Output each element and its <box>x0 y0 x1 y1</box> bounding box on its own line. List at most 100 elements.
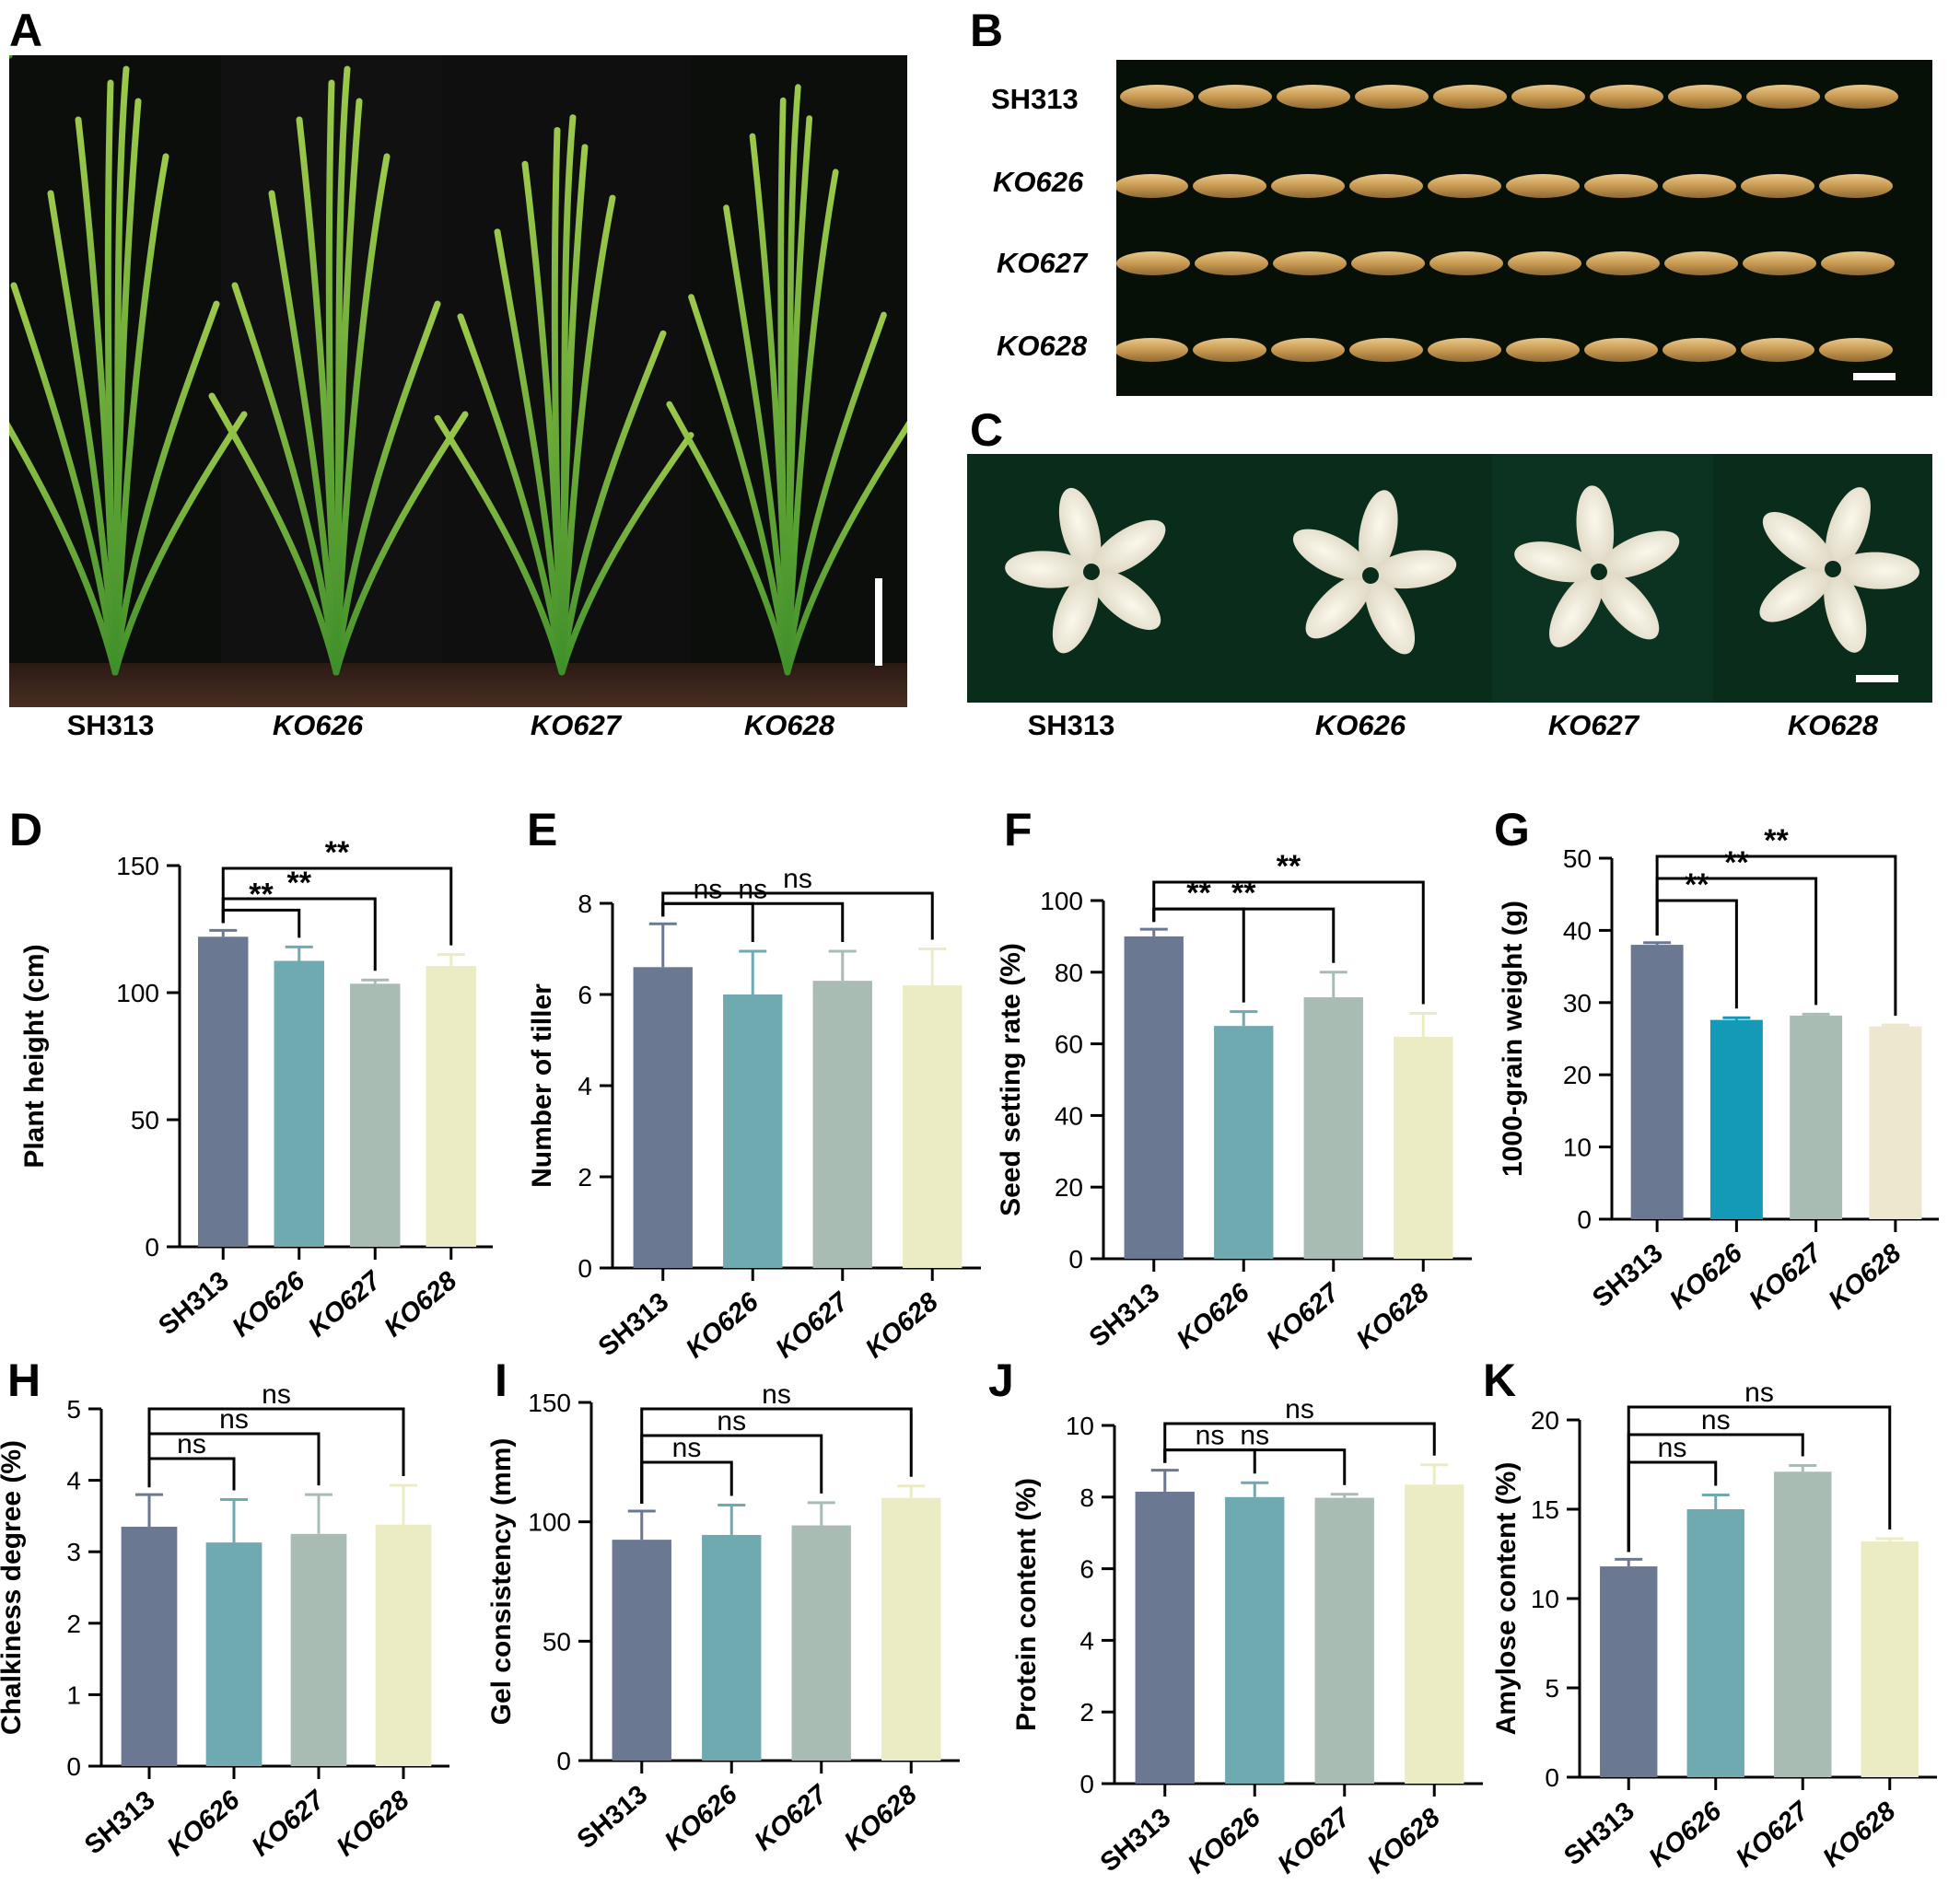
bar-ko626 <box>205 1542 262 1766</box>
bar-ko627 <box>1790 1015 1843 1219</box>
significance-bracket <box>640 1407 913 1504</box>
x-tick-label-sh313: SH313 <box>153 1266 234 1342</box>
x-tick-label-sh313: SH313 <box>1095 1803 1176 1878</box>
bar-ko627 <box>290 1533 347 1766</box>
plant-caption-ko626: KO626 <box>272 709 364 741</box>
x-tick-label-ko628: KO628 <box>332 1785 416 1862</box>
x-tick-label-ko627: KO627 <box>770 1286 855 1365</box>
y-tick-label: 100 <box>528 1508 571 1537</box>
significance-label: ns <box>717 1406 746 1436</box>
bar-ko627 <box>350 983 401 1247</box>
grain-row-label-sh313: SH313 <box>991 83 1079 115</box>
y-tick-label: 0 <box>66 1752 81 1781</box>
x-tick-label-sh313: SH313 <box>1587 1239 1668 1314</box>
x-tick-label-ko627: KO627 <box>1731 1796 1815 1874</box>
x-tick-label-ko627: KO627 <box>247 1785 332 1863</box>
x-tick-label-sh313: SH313 <box>1084 1278 1165 1354</box>
panel-letter-f: F <box>1004 804 1032 855</box>
bar-sh313 <box>1124 936 1184 1259</box>
panel-letter-a: A <box>9 5 43 56</box>
significance-bracket <box>1152 880 1425 1005</box>
bar-ko628 <box>1405 1484 1464 1784</box>
x-tick-label-ko627: KO627 <box>1272 1802 1357 1880</box>
panel-letter-j: J <box>988 1355 1014 1406</box>
significance-label: ns <box>1701 1405 1731 1436</box>
chart-e: 0 2 4 6 8 Number of tiller SH313 KO626 KO627 KO62… <box>527 864 981 1364</box>
rice-caption-sh313: SH313 <box>1027 709 1115 741</box>
bar-ko628 <box>1869 1026 1922 1219</box>
y-tick-label: 4 <box>66 1467 81 1495</box>
significance-bracket <box>661 891 934 940</box>
bar-ko627 <box>1303 997 1363 1259</box>
y-tick-label: 3 <box>66 1538 81 1566</box>
bar-ko626 <box>1709 1019 1763 1219</box>
y-tick-label: 0 <box>1577 1205 1592 1234</box>
rice-stars-illustration <box>984 454 1932 703</box>
bar-ko626 <box>1214 1026 1274 1259</box>
significance-label: ns <box>672 1433 702 1463</box>
grain-row-label-ko626: KO626 <box>993 166 1084 198</box>
plant-caption-sh313: SH313 <box>66 709 155 741</box>
y-tick-label: 6 <box>1079 1555 1094 1584</box>
bar-sh313 <box>1630 945 1684 1219</box>
rice-caption-ko628: KO628 <box>1787 709 1879 741</box>
x-tick-label-ko628: KO628 <box>1817 1796 1902 1873</box>
bar-ko627 <box>1314 1497 1374 1784</box>
x-tick-label-sh313: SH313 <box>593 1287 674 1363</box>
y-tick-label: 8 <box>578 890 592 918</box>
bar-ko628 <box>903 985 962 1268</box>
x-tick-label-ko628: KO628 <box>379 1265 463 1343</box>
x-tick-label-ko626: KO626 <box>1664 1238 1749 1315</box>
x-tick-label-ko628: KO628 <box>839 1779 924 1856</box>
grain-row-label-ko628: KO628 <box>997 330 1088 362</box>
significance-label: ** <box>1764 823 1789 858</box>
significance-label: ns <box>1240 1421 1269 1451</box>
significance-bracket <box>1163 1422 1436 1463</box>
x-tick-label-ko628: KO628 <box>860 1286 945 1364</box>
x-tick-label-ko628: KO628 <box>1351 1277 1436 1355</box>
bar-ko626 <box>723 994 783 1268</box>
y-tick-label: 100 <box>116 979 159 1007</box>
y-tick-label: 2 <box>578 1163 592 1192</box>
y-tick-label: 150 <box>528 1389 571 1417</box>
significance-label: ** <box>1277 849 1301 884</box>
bar-ko626 <box>1225 1496 1285 1784</box>
significance-bracket <box>147 1407 405 1488</box>
x-tick-label-ko626: KO626 <box>681 1286 765 1364</box>
significance-label: ns <box>1744 1378 1774 1408</box>
y-tick-label: 2 <box>66 1610 81 1638</box>
bar-sh313 <box>633 967 693 1268</box>
x-tick-label-sh313: SH313 <box>1558 1797 1639 1872</box>
x-tick-label-ko628: KO628 <box>1362 1802 1447 1879</box>
significance-bracket <box>640 1460 733 1504</box>
grain-photo <box>1116 60 1932 396</box>
plant-caption-ko628: KO628 <box>743 709 835 741</box>
plant-photo <box>9 55 907 707</box>
grain-rows-illustration <box>1116 85 1898 380</box>
bar-ko628 <box>375 1524 432 1766</box>
significance-label: ** <box>325 835 350 870</box>
significance-label: ns <box>783 864 812 894</box>
panel-letter-i: I <box>495 1355 508 1406</box>
bar-ko628 <box>1861 1541 1919 1777</box>
bar-ko626 <box>274 960 324 1247</box>
y-axis-label: Plant height (cm) <box>19 944 50 1168</box>
y-tick-label: 10 <box>1563 1134 1592 1162</box>
significance-bracket <box>1655 855 1897 1017</box>
y-tick-label: 150 <box>116 852 159 880</box>
panel-letter-d: D <box>9 804 43 855</box>
significance-label: ns <box>694 874 723 904</box>
significance-label: ns <box>1658 1433 1687 1463</box>
y-tick-label: 20 <box>1531 1406 1559 1435</box>
panel-letter-h: H <box>7 1355 41 1406</box>
y-tick-label: 2 <box>1079 1698 1094 1727</box>
y-tick-label: 50 <box>1563 844 1592 873</box>
y-tick-label: 20 <box>1563 1061 1592 1089</box>
bar-ko628 <box>881 1497 941 1761</box>
bar-ko626 <box>1686 1509 1744 1777</box>
panel-letter-c: C <box>970 404 1004 456</box>
